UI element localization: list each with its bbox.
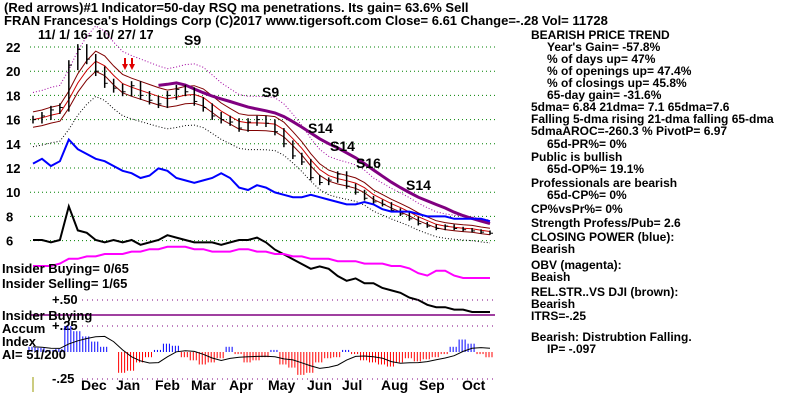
stat-line: % of days up= 47% bbox=[547, 52, 656, 66]
stat-line: % of closings up= 45.8% bbox=[547, 76, 687, 90]
stat-line: 65d-OP%= 19.1% bbox=[547, 162, 645, 176]
accum-index-ma-line bbox=[32, 335, 491, 369]
month-label: Jan bbox=[116, 377, 140, 393]
stat-line: Public is bullish bbox=[531, 150, 623, 164]
stat-line: Bearish bbox=[531, 242, 576, 256]
upper-band-line bbox=[32, 25, 491, 221]
signal-label: S14 bbox=[308, 120, 333, 136]
month-label: Jun bbox=[307, 377, 332, 393]
stat-line: 5dma= 6.84 21dma= 7.1 65dma=7.6 bbox=[531, 100, 730, 114]
lower-band-line bbox=[32, 95, 491, 244]
stat-line: Falling 5-dma rising 21-dma falling 65-d… bbox=[531, 112, 774, 126]
month-label: Feb bbox=[155, 377, 180, 393]
band-upper bbox=[32, 50, 491, 229]
stat-line: Bearish: Distrubtion Falling. bbox=[531, 330, 692, 344]
stat-line: % of openings up= 47.4% bbox=[547, 64, 692, 78]
price-tick-label: 6 bbox=[6, 234, 13, 249]
stat-line: IP= -.097 bbox=[547, 342, 597, 356]
signal-label: S14 bbox=[406, 177, 431, 193]
ai-tick-label: +.50 bbox=[52, 292, 78, 307]
month-label: Aug bbox=[381, 377, 408, 393]
stat-line: Strength Profess/Pub= 2.6 bbox=[531, 216, 681, 230]
insider-selling: Insider Selling= 1/65 bbox=[2, 276, 128, 291]
price-tick-label: 20 bbox=[6, 64, 20, 79]
insider-buying-label: Insider Buying bbox=[2, 308, 93, 323]
signal-label: S9 bbox=[262, 84, 279, 100]
rel-strength-line bbox=[33, 203, 490, 313]
month-label: Mar bbox=[191, 377, 216, 393]
month-label: May bbox=[268, 377, 295, 393]
ai-value: AI= 51/200 bbox=[2, 347, 66, 362]
stat-line: 65-day gain= -31.6% bbox=[547, 88, 662, 102]
stat-line: 65d-PR%= 0% bbox=[547, 137, 627, 151]
ai-tick-label: -.25 bbox=[52, 371, 74, 386]
price-tick-label: 14 bbox=[6, 137, 21, 152]
month-label: Dec bbox=[81, 377, 107, 393]
stat-line: CLOSING POWER (blue): bbox=[531, 230, 675, 244]
stat-line: Year's Gain= -57.8% bbox=[547, 40, 661, 54]
stat-line: REL.STR..VS DJI (brown): bbox=[531, 285, 679, 299]
ma21-line bbox=[32, 60, 491, 232]
month-label: Oct bbox=[462, 377, 486, 393]
month-label: Jul bbox=[342, 377, 362, 393]
price-tick-label: 22 bbox=[6, 40, 20, 55]
stat-line: 5dmaAROC=-260.3 % PivotP= 6.97 bbox=[531, 124, 728, 138]
stat-line: CP%vsPr%= 0% bbox=[531, 202, 623, 216]
insider-buying: Insider Buying= 0/65 bbox=[2, 261, 129, 276]
stat-line: OBV (magenta): bbox=[531, 258, 622, 272]
stat-line: 65d-CP%= 0% bbox=[547, 188, 627, 202]
stat-line: ITRS=-.25 bbox=[531, 309, 587, 323]
obv-line bbox=[33, 245, 490, 279]
stat-line: Professionals are bearish bbox=[531, 176, 678, 190]
closing-power-line bbox=[32, 137, 491, 223]
month-label: Sep bbox=[419, 377, 445, 393]
date-range: 11/ 1/ 16- 10/ 27/ 17 bbox=[38, 27, 154, 42]
price-tick-label: 10 bbox=[6, 185, 20, 200]
sell-arrow-icon bbox=[122, 58, 128, 70]
price-tick-label: 16 bbox=[6, 113, 20, 128]
signal-label: S16 bbox=[356, 155, 381, 171]
price-tick-label: 18 bbox=[6, 88, 20, 103]
stat-line: Beaish bbox=[531, 270, 571, 284]
price-tick-label: 12 bbox=[6, 161, 20, 176]
indicator-header: (Red arrows)#1 Indicator=50-day RSQ ma p… bbox=[4, 0, 469, 15]
signal-label: S14 bbox=[330, 138, 355, 154]
index-label: Index bbox=[2, 334, 36, 349]
stock-header: FRAN Francesca's Holdings Corp (C)2017 w… bbox=[4, 13, 608, 28]
accum-label: Accum bbox=[2, 321, 46, 336]
month-label: Apr bbox=[229, 377, 254, 393]
stat-line: Bearish bbox=[531, 297, 576, 311]
stat-line: BEARISH PRICE TREND bbox=[531, 28, 670, 42]
price-tick-label: 8 bbox=[6, 209, 13, 224]
signal-label: S9 bbox=[184, 32, 201, 48]
ma65-line bbox=[158, 81, 491, 226]
sell-arrow-icon bbox=[129, 58, 135, 70]
band-lower bbox=[32, 70, 491, 236]
